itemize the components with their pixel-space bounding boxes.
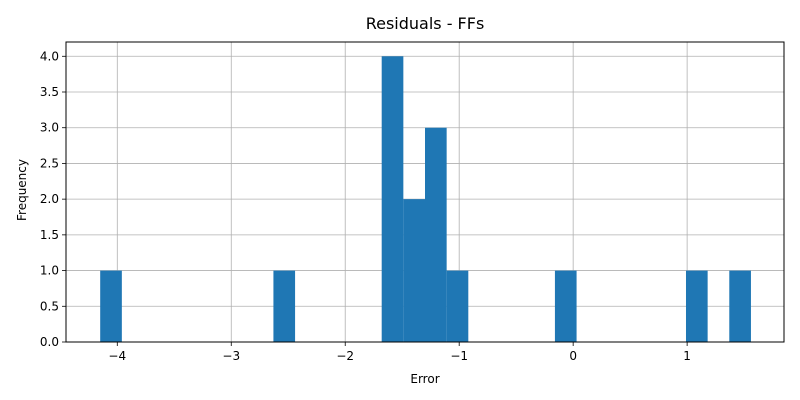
x-tick-label: 1 xyxy=(683,349,691,363)
y-tick-label: 2.5 xyxy=(40,156,59,170)
histogram-bar xyxy=(446,270,469,342)
histogram-bar xyxy=(685,270,708,342)
x-tick-label: −2 xyxy=(336,349,354,363)
y-tick-label: 1.0 xyxy=(40,264,59,278)
y-tick-label: 0.5 xyxy=(40,299,59,313)
y-tick-label: 0.0 xyxy=(40,335,59,349)
x-axis-label: Error xyxy=(410,372,439,386)
y-tick-label: 2.0 xyxy=(40,192,59,206)
y-tick-label: 1.5 xyxy=(40,228,59,242)
y-tick-label: 3.5 xyxy=(40,85,59,99)
histogram-bars xyxy=(100,56,751,343)
y-axis-ticks: 0.0 0.5 1.0 1.5 2.0 2.5 3.0 3.5 4.0 xyxy=(40,49,66,349)
y-axis-label: Frequency xyxy=(15,159,29,221)
x-tick-label: −1 xyxy=(450,349,468,363)
histogram-bar xyxy=(100,270,122,342)
y-tick-label: 4.0 xyxy=(40,49,59,63)
histogram-bar xyxy=(425,127,447,342)
plot-frame xyxy=(65,41,785,343)
histogram-bar xyxy=(554,270,577,342)
x-tick-label: −3 xyxy=(222,349,240,363)
x-tick-label: 0 xyxy=(569,349,577,363)
y-tick-label: 3.0 xyxy=(40,121,59,135)
x-axis-ticks: −4 −3 −2 −1 0 1 xyxy=(108,342,691,363)
histogram-bar xyxy=(381,56,404,343)
histogram-bar xyxy=(729,270,751,342)
x-tick-label: −4 xyxy=(108,349,126,363)
histogram-bar xyxy=(403,199,425,342)
histogram-bar xyxy=(273,270,296,342)
chart-title: Residuals - FFs xyxy=(366,14,485,33)
